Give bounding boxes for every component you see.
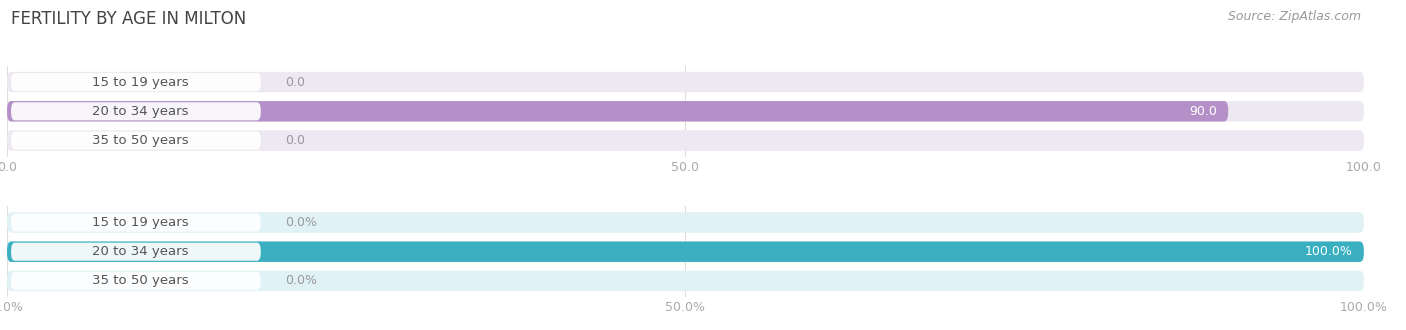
FancyBboxPatch shape [7,72,1364,92]
Text: 15 to 19 years: 15 to 19 years [91,76,188,88]
Text: 35 to 50 years: 35 to 50 years [91,134,188,147]
FancyBboxPatch shape [11,131,260,149]
FancyBboxPatch shape [7,101,1229,121]
Text: 100.0%: 100.0% [1305,245,1353,258]
FancyBboxPatch shape [7,130,1364,151]
Text: 0.0: 0.0 [285,134,305,147]
FancyBboxPatch shape [7,242,1364,262]
Text: 90.0: 90.0 [1189,105,1218,118]
FancyBboxPatch shape [11,243,260,261]
Text: 20 to 34 years: 20 to 34 years [91,105,188,118]
Text: FERTILITY BY AGE IN MILTON: FERTILITY BY AGE IN MILTON [11,10,246,28]
Text: Source: ZipAtlas.com: Source: ZipAtlas.com [1227,10,1361,23]
FancyBboxPatch shape [11,272,260,290]
FancyBboxPatch shape [7,212,1364,233]
Text: 15 to 19 years: 15 to 19 years [91,216,188,229]
FancyBboxPatch shape [11,102,260,120]
FancyBboxPatch shape [7,271,1364,291]
Text: 0.0%: 0.0% [285,216,318,229]
FancyBboxPatch shape [11,73,260,91]
Text: 0.0: 0.0 [285,76,305,88]
Text: 35 to 50 years: 35 to 50 years [91,275,188,287]
FancyBboxPatch shape [11,214,260,232]
Text: 0.0%: 0.0% [285,275,318,287]
FancyBboxPatch shape [7,101,1364,121]
Text: 20 to 34 years: 20 to 34 years [91,245,188,258]
FancyBboxPatch shape [7,242,1364,262]
